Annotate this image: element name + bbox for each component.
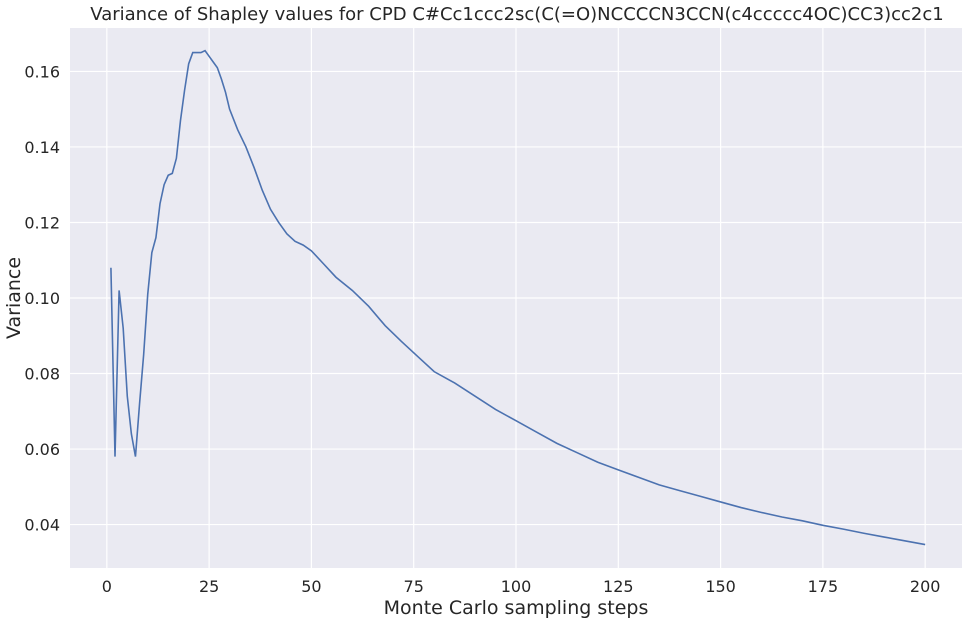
y-tick-label: 0.12 xyxy=(24,213,60,232)
x-axis-label: Monte Carlo sampling steps xyxy=(384,597,649,619)
series-line xyxy=(110,49,926,546)
y-tick-labels: 0.04 0.06 0.08 0.10 0.12 0.14 0.16 xyxy=(24,62,60,534)
y-tick-label: 0.04 xyxy=(24,516,60,535)
x-tick-label: 50 xyxy=(301,577,321,596)
y-tick-label: 0.10 xyxy=(24,289,60,308)
x-tick-label: 0 xyxy=(102,577,112,596)
y-tick-label: 0.14 xyxy=(24,138,60,157)
x-tick-label: 200 xyxy=(910,577,941,596)
x-tick-label: 100 xyxy=(501,577,532,596)
x-tick-labels: 0 25 50 75 100 125 150 175 200 xyxy=(102,577,941,596)
grid-lines xyxy=(70,28,962,568)
y-tick-label: 0.16 xyxy=(24,62,60,81)
x-tick-label: 125 xyxy=(603,577,634,596)
y-axis-label: Variance xyxy=(3,257,25,339)
x-tick-label: 150 xyxy=(705,577,736,596)
x-tick-label: 175 xyxy=(808,577,839,596)
chart-title: Variance of Shapley values for CPD C#Cc1… xyxy=(90,4,943,25)
y-tick-label: 0.06 xyxy=(24,440,60,459)
y-tick-label: 0.08 xyxy=(24,365,60,384)
x-tick-label: 75 xyxy=(404,577,424,596)
x-tick-label: 25 xyxy=(199,577,219,596)
